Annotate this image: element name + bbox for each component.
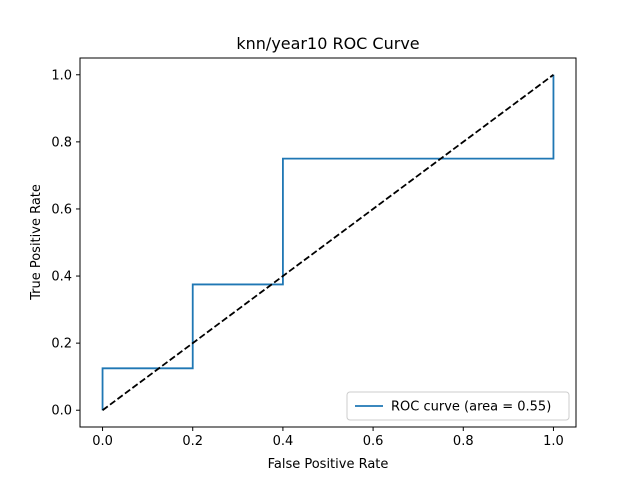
x-tick-label: 0.0 [92,434,113,449]
plot-frame [79,57,577,428]
chart-title: knn/year10 ROC Curve [236,34,419,53]
y-tick-label: 1.0 [51,68,72,83]
x-tick-label: 1.0 [543,434,564,449]
y-tick-label: 0.4 [51,270,72,285]
x-tick-label: 0.2 [182,434,203,449]
x-tick-label: 0.4 [273,434,294,449]
legend-label: ROC curve (area = 0.55) [391,400,551,415]
roc-curve-line [101,74,555,411]
y-tick-label: 0.0 [51,404,72,419]
x-tick-label: 0.8 [453,434,474,449]
y-axis-label: True Positive Rate [29,184,44,301]
x-axis-ticks: 0.0 0.2 0.4 0.6 0.8 1.0 [92,427,564,449]
chance-diagonal-line [102,74,554,411]
y-tick-label: 0.6 [51,202,72,217]
y-tick-label: 0.8 [51,135,72,150]
legend-box [346,391,570,421]
legend: ROC curve (area = 0.55) [346,391,570,421]
x-axis-label: False Positive Rate [268,457,389,472]
y-axis-ticks: 0.0 0.2 0.4 0.6 0.8 1.0 [51,68,80,419]
plot-area [79,57,577,428]
x-tick-label: 0.6 [363,434,384,449]
y-tick-label: 0.2 [51,337,72,352]
